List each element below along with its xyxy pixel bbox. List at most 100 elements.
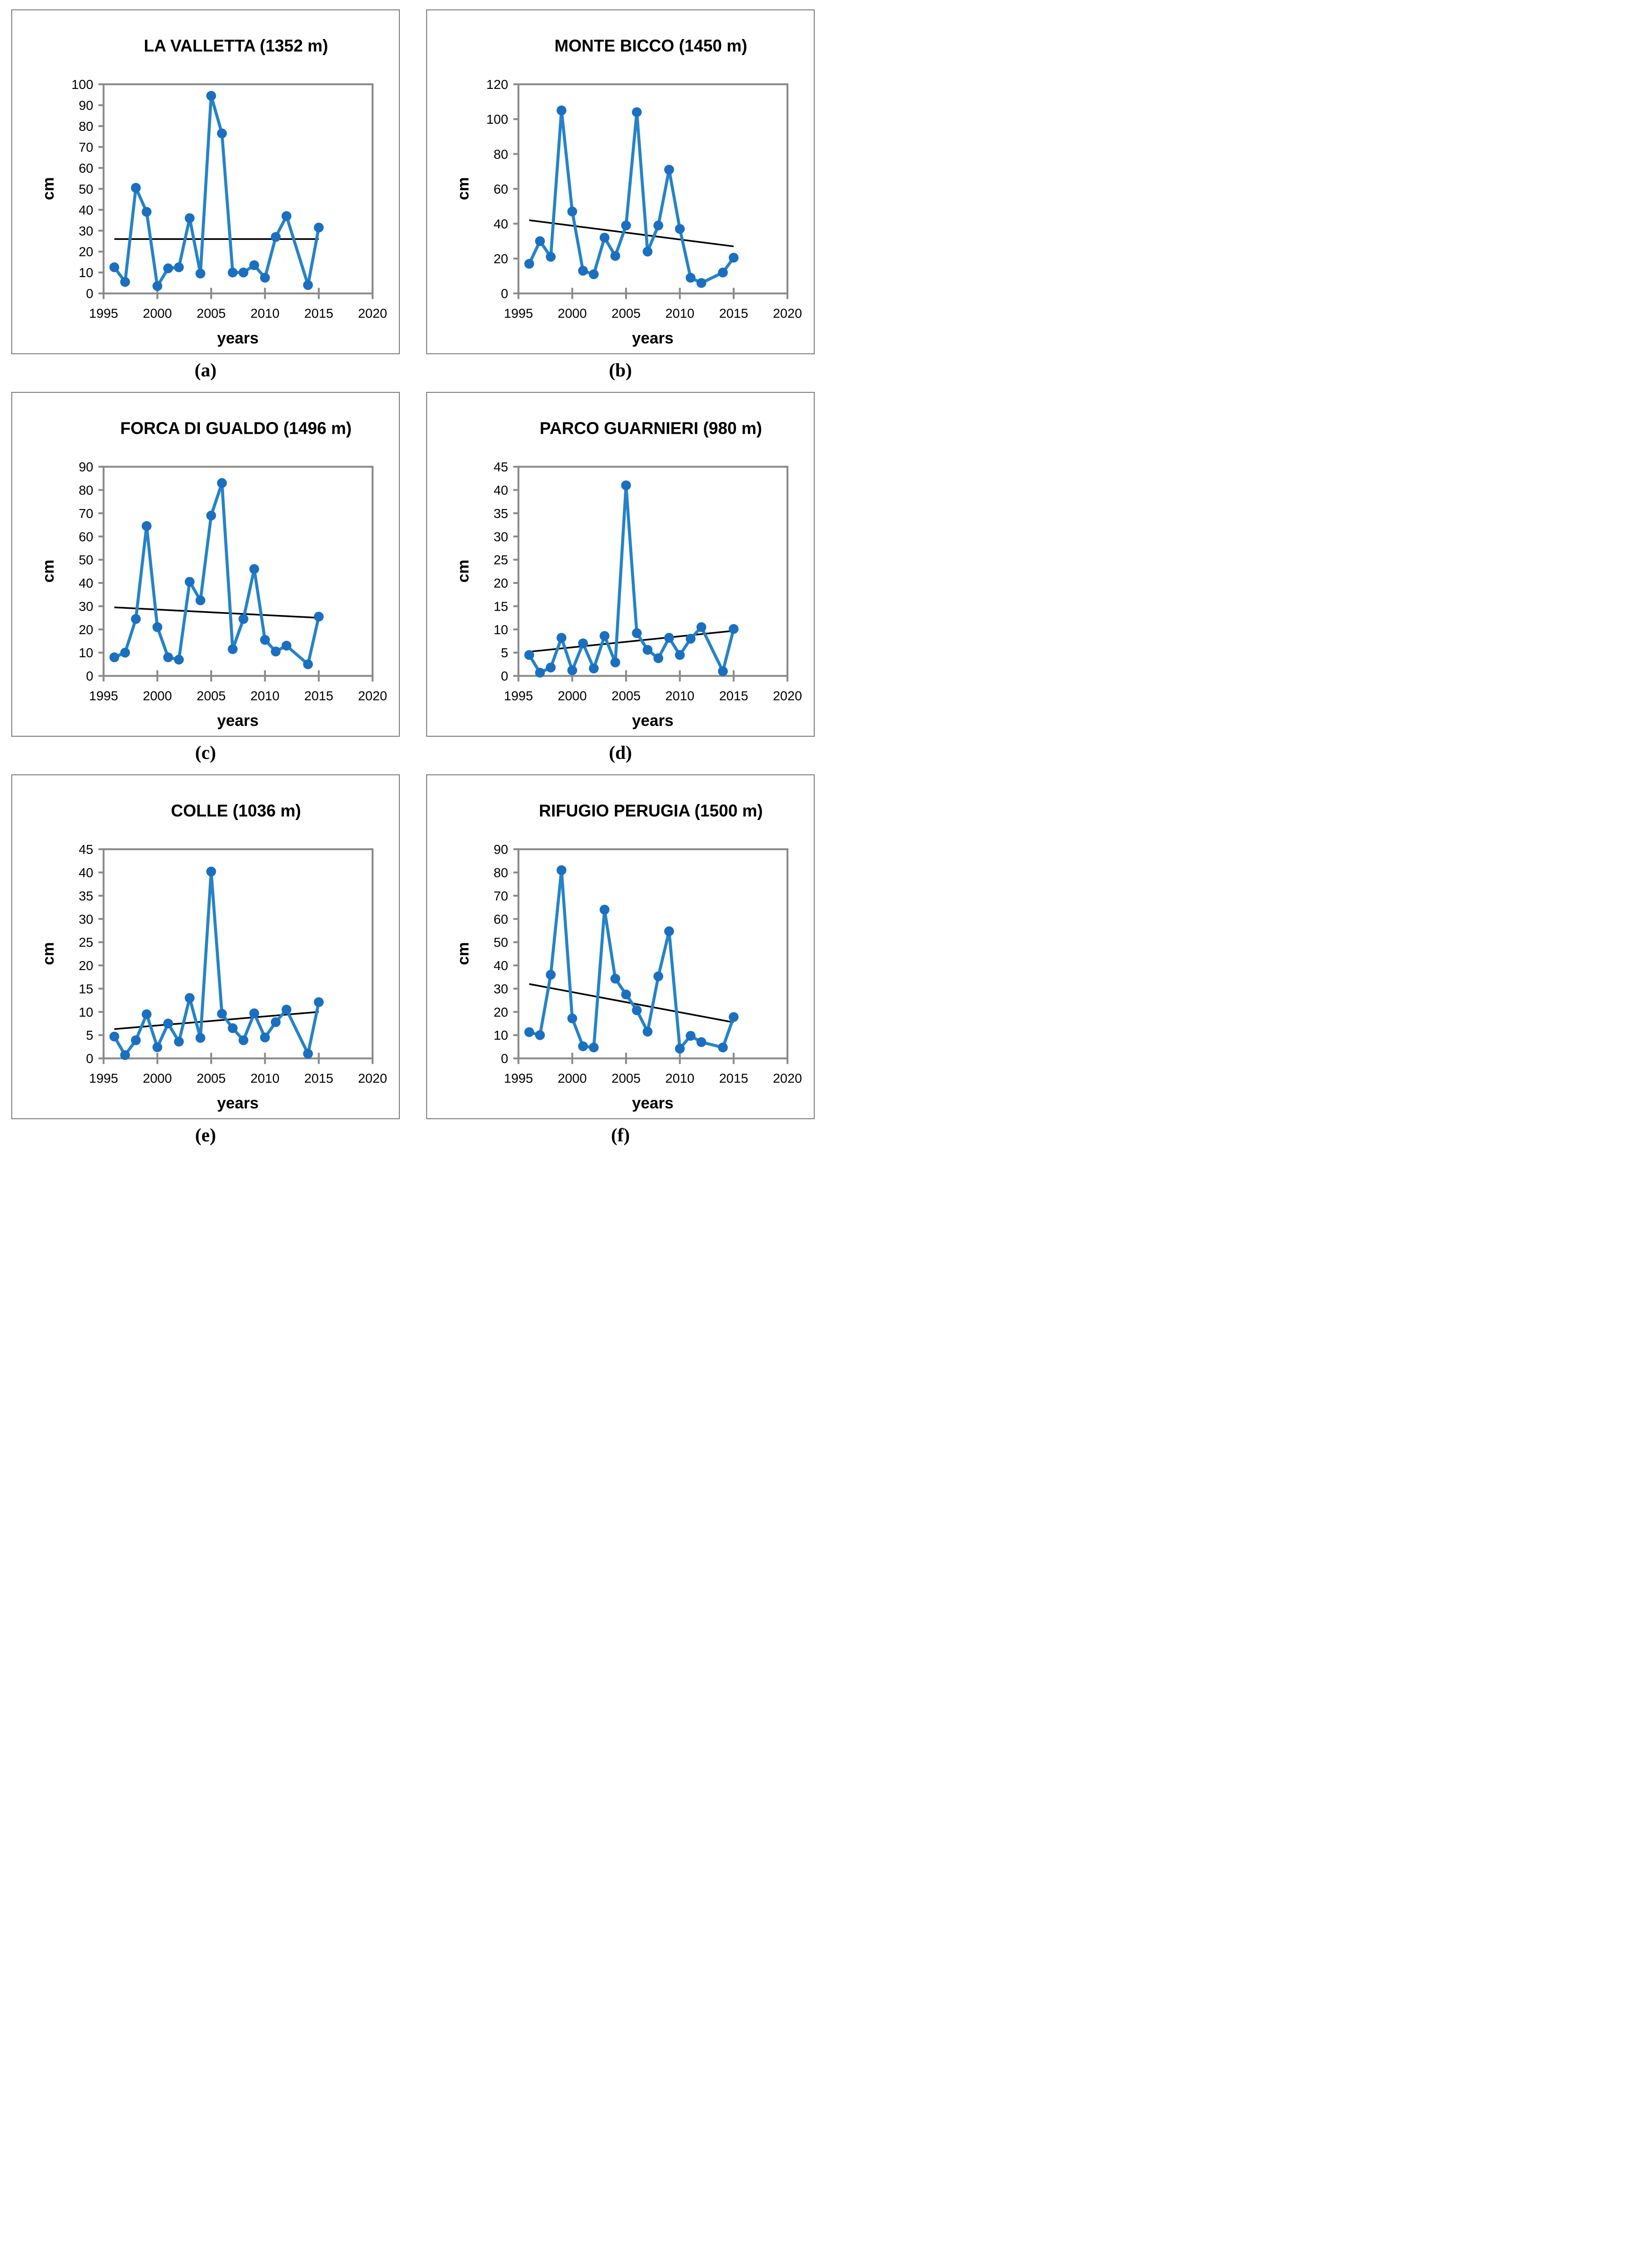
data-point [546, 970, 556, 980]
x-tick-label: 2020 [358, 306, 387, 320]
y-tick-label: 10 [79, 645, 93, 660]
data-point [675, 1043, 685, 1054]
y-tick-label: 30 [79, 912, 93, 926]
y-tick-label: 0 [86, 287, 93, 301]
x-tick-label: 2010 [665, 688, 694, 703]
data-point [238, 614, 249, 624]
data-point [696, 622, 707, 632]
data-point [535, 1030, 545, 1040]
chart-box-b: MONTE BICCO (1450 m) cm years 0 20 40 60 80 1… [426, 9, 815, 354]
chart-box-f: RIFUGIO PERUGIA (1500 m) cm years 0 10 20 3… [426, 774, 815, 1119]
y-tick-label: 60 [493, 182, 508, 196]
data-point [228, 644, 238, 654]
x-tick-label: 2015 [304, 688, 334, 703]
x-axis-label: years [217, 329, 258, 347]
chart-box-a: LA VALLETTA (1352 m) cm years 0 10 20 30 40 5… [11, 9, 400, 354]
panel-caption: (d) [609, 742, 632, 763]
chart-title: LA VALLETTA (1352 m) [144, 37, 328, 56]
data-point [696, 278, 707, 288]
data-point [238, 267, 249, 278]
data-point [621, 989, 631, 1000]
plot-area: 0 10 20 30 40 50 60 70 80 90 100 1995 2000 2005 2010 20… [71, 77, 387, 320]
data-point [643, 247, 653, 257]
y-tick-label: 20 [493, 576, 508, 590]
data-point [142, 1009, 152, 1019]
data-point [174, 654, 184, 665]
data-point [729, 1012, 739, 1022]
chart-title: FORCA DI GUALDO (1496 m) [120, 419, 352, 438]
data-point [163, 1019, 173, 1029]
plot-frame [517, 848, 789, 1059]
data-point [131, 614, 141, 624]
data-point [718, 1043, 728, 1052]
y-tick-label: 30 [79, 599, 93, 613]
data-point [685, 634, 696, 644]
data-point [653, 653, 664, 663]
data-point [578, 1041, 588, 1051]
data-point [206, 510, 216, 521]
y-tick-label: 40 [79, 203, 93, 217]
data-point [729, 624, 739, 634]
x-tick-label: 2005 [197, 1071, 226, 1085]
plot-area: 0 5 10 15 20 25 30 35 40 45 1995 2000 2005 2010 2015 20… [493, 460, 802, 703]
data-point [621, 220, 631, 231]
y-tick-label: 20 [79, 622, 93, 637]
data-point [142, 521, 152, 531]
data-point [131, 183, 141, 193]
line-chart-c: FORCA DI GUALDO (1496 m) cm years 0 10 20 3… [40, 419, 387, 730]
data-point [281, 211, 292, 221]
series-line [527, 484, 735, 675]
data-point [599, 232, 610, 243]
x-tick-label: 2020 [773, 306, 802, 320]
x-axis-label: years [632, 1094, 673, 1112]
x-tick-label: 2010 [250, 306, 279, 320]
plot-area: 0 10 20 30 40 50 60 70 80 90 1995 2000 2005 2010 2015 2… [79, 460, 387, 703]
x-tick-label: 2005 [197, 688, 226, 703]
plot-frame [517, 83, 789, 295]
data-point [174, 262, 184, 272]
data-point [535, 668, 545, 678]
y-tick-label: 0 [501, 669, 508, 684]
data-point [314, 997, 324, 1007]
x-tick-label: 1995 [504, 306, 533, 320]
x-tick-label: 2015 [304, 1071, 334, 1085]
y-tick-label: 100 [71, 77, 93, 92]
data-point [163, 263, 173, 273]
data-point [206, 867, 216, 877]
y-tick-label: 50 [493, 935, 508, 950]
data-point [664, 633, 674, 643]
chart-box-e: COLLE (1036 m) cm years 0 5 10 15 20 25 30 35 40… [11, 774, 400, 1119]
trend-line [529, 630, 734, 653]
y-tick-label: 30 [493, 981, 508, 996]
series-line [527, 109, 735, 285]
y-tick-label: 20 [493, 252, 508, 266]
data-point [142, 207, 152, 217]
line-chart-b: MONTE BICCO (1450 m) cm years 0 20 40 60 80 1… [454, 37, 802, 348]
chart-title: PARCO GUARNIERI (980 m) [540, 419, 762, 438]
y-tick-label: 50 [79, 182, 93, 196]
panel-b: MONTE BICCO (1450 m) cm years 0 20 40 60 80 1… [426, 9, 815, 391]
line-chart-e: COLLE (1036 m) cm years 0 5 10 15 20 25 30 35 40… [40, 802, 387, 1113]
data-point [184, 993, 195, 1003]
y-tick-label: 90 [79, 98, 93, 113]
data-point [195, 1033, 206, 1043]
x-tick-label: 2010 [665, 1071, 694, 1085]
y-tick-label: 10 [493, 622, 508, 637]
y-tick-label: 60 [493, 912, 508, 926]
y-tick-label: 0 [501, 1051, 508, 1066]
data-point [109, 1031, 119, 1042]
y-tick-label: 60 [79, 529, 93, 544]
data-point [249, 564, 259, 574]
data-point [303, 659, 313, 669]
x-tick-label: 2000 [143, 306, 172, 320]
data-point [249, 1008, 259, 1019]
panel-caption: (b) [609, 359, 632, 381]
data-point [184, 577, 195, 587]
x-axis-label: years [632, 329, 673, 347]
y-tick-label: 10 [79, 1005, 93, 1019]
y-tick-label: 20 [79, 245, 93, 259]
data-point [120, 647, 130, 658]
x-tick-label: 1995 [89, 688, 118, 703]
x-tick-label: 2015 [719, 688, 748, 703]
y-tick-label: 60 [79, 161, 93, 175]
